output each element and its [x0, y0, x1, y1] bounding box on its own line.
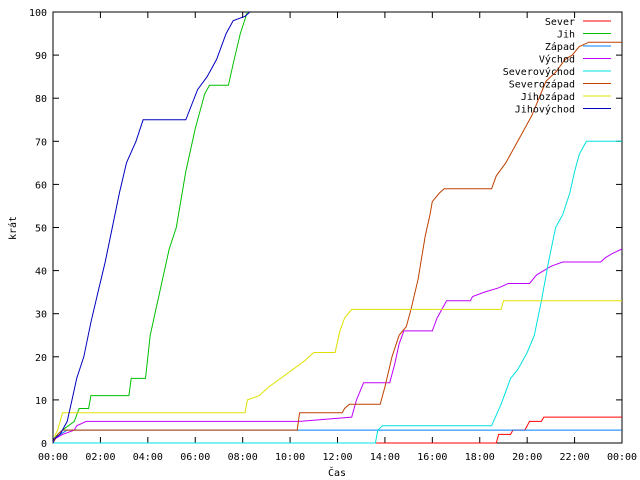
- x-tick-label: 22:00: [560, 452, 590, 463]
- x-tick-label: 16:00: [417, 452, 447, 463]
- series-line: [52, 11, 248, 444]
- series-line: [53, 140, 622, 444]
- legend-label: Jihovýchod: [515, 104, 575, 116]
- series-line: [52, 41, 622, 444]
- legend-label: Sever: [545, 17, 575, 28]
- x-tick-label: 00:00: [607, 452, 637, 463]
- x-tick-label: 14:00: [370, 452, 400, 463]
- y-tick-label: 10: [35, 396, 47, 407]
- series-line: [52, 248, 623, 444]
- x-tick-label: 12:00: [322, 452, 352, 463]
- y-tick-label: 100: [29, 8, 47, 19]
- y-tick-label: 70: [35, 137, 47, 148]
- legend-label: Severovýchod: [503, 66, 575, 78]
- y-axis-title: krát: [7, 216, 19, 240]
- x-tick-label: 08:00: [228, 452, 258, 463]
- y-tick-label: 20: [35, 353, 47, 364]
- x-tick-label: 06:00: [180, 452, 210, 463]
- legend-label: Západ: [545, 41, 575, 53]
- x-axis-title: Čas: [328, 466, 346, 479]
- y-tick-label: 30: [35, 310, 47, 321]
- legend: Sever JihZápadVýchodSeverovýchodSeverozáp…: [503, 17, 611, 116]
- x-tick-label: 04:00: [133, 452, 163, 463]
- legend-label: Severozápad: [509, 79, 575, 91]
- x-tick-label: 00:00: [38, 452, 68, 463]
- x-tick-label: 02:00: [85, 452, 115, 463]
- y-tick-label: 60: [35, 180, 47, 191]
- legend-label: Jih: [557, 30, 575, 41]
- x-tick-label: 18:00: [465, 452, 495, 463]
- legend-label: Jihozápad: [521, 91, 575, 103]
- y-tick-label: 90: [35, 51, 47, 62]
- legend-label: Východ: [539, 54, 575, 66]
- y-tick-label: 40: [35, 267, 47, 278]
- y-tick-label: 50: [35, 224, 47, 235]
- y-tick-label: 0: [41, 439, 47, 450]
- series-line: [52, 11, 251, 444]
- x-tick-label: 10:00: [275, 452, 305, 463]
- y-tick-label: 80: [35, 94, 47, 105]
- series-lines: [52, 11, 623, 444]
- x-tick-label: 20:00: [512, 452, 542, 463]
- series-line: [52, 300, 622, 444]
